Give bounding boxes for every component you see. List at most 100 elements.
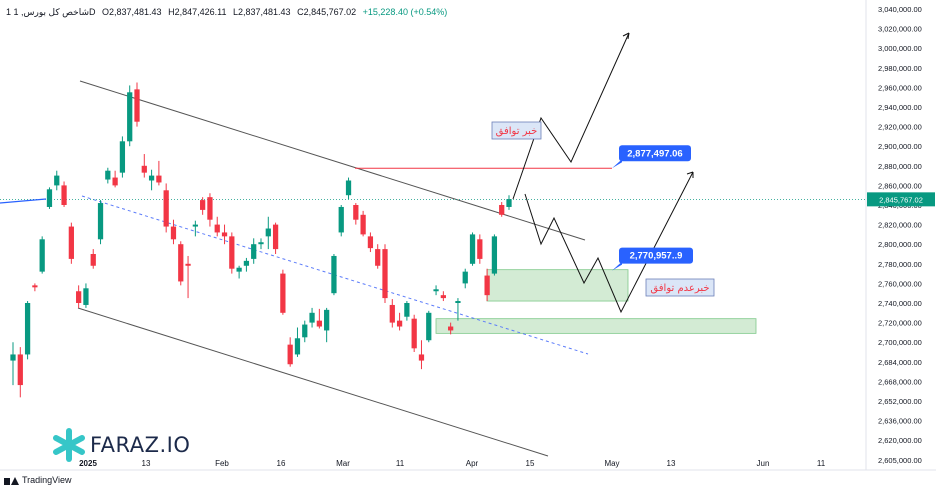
candle-down	[68, 222, 74, 264]
price-tick-label: 2,668,000.00	[878, 377, 922, 386]
demand-zone-lower	[435, 318, 757, 334]
candle-up	[265, 216, 271, 250]
candle-body	[272, 224, 279, 250]
candle-up	[294, 327, 301, 357]
time-tick-label: Feb	[215, 459, 229, 468]
price-tick-label: 2,800,000.00	[878, 240, 922, 249]
lower-news-label: خبرعدم توافق	[650, 283, 709, 294]
candle-body	[163, 190, 169, 227]
price-tick-label: 3,000,000.00	[878, 44, 922, 53]
candle-body	[112, 177, 118, 186]
candle-up	[251, 238, 257, 264]
candle-down	[17, 347, 23, 398]
tradingview-footer[interactable]: TradingView	[4, 475, 72, 485]
lower-news-box	[645, 278, 715, 297]
upper-news-box	[491, 121, 542, 140]
candle-body	[207, 197, 213, 220]
time-tick-label: Apr	[466, 459, 479, 468]
price-tick-label: 2,920,000.00	[878, 123, 922, 132]
time-tick-label: May	[604, 459, 619, 468]
support-callout	[619, 247, 693, 264]
price-tick-label: 2,760,000.00	[878, 279, 922, 288]
candle-body	[389, 304, 395, 323]
candle-up	[302, 320, 308, 343]
high-value: H2,847,426.11	[168, 7, 227, 17]
last-price-tag	[867, 192, 935, 207]
time-tick-label: 15	[526, 459, 535, 468]
candle-up	[426, 310, 432, 343]
candle-body	[309, 312, 315, 323]
candle-body	[331, 255, 337, 294]
price-axis[interactable]: 3,040,000.00 3,020,000.00 3,000,000.00 2,98…	[867, 5, 935, 465]
price-tick-label: 2,700,000.00	[878, 338, 922, 347]
candle-body	[54, 175, 60, 186]
candle-body	[506, 199, 512, 207]
candle-up	[324, 307, 330, 343]
resistance-price-label: 2,877,497.06	[627, 148, 682, 159]
candle-up	[83, 283, 89, 308]
close-value: C2,845,767.02	[297, 7, 357, 17]
price-tick-label: 2,720,000.00	[878, 319, 922, 328]
candle-body	[251, 244, 257, 259]
time-tick-label: 2025	[79, 459, 97, 468]
candle-down	[76, 285, 82, 308]
last-price-text: 2,845,767.02	[879, 195, 923, 204]
candle-down	[440, 291, 446, 302]
candle-up	[127, 85, 133, 147]
candle-down	[221, 224, 228, 245]
candle-up	[309, 307, 315, 328]
candle-down	[382, 244, 388, 303]
candle-down	[396, 312, 403, 331]
time-tick-label: 11	[817, 459, 826, 468]
candle-body	[90, 254, 96, 266]
candle-body	[316, 320, 322, 327]
candle-body	[433, 289, 439, 292]
symbol-title[interactable]: 1 شاخص کل بورس, 1D	[6, 7, 96, 17]
candle-body	[440, 295, 446, 299]
candle-body	[404, 303, 410, 317]
price-tick-label: 2,636,000.00	[878, 417, 922, 426]
candle-body	[280, 273, 286, 313]
candle-body	[426, 312, 432, 341]
candle-body	[214, 224, 220, 233]
price-tick-label: 2,860,000.00	[878, 181, 922, 190]
candle-up	[331, 254, 337, 296]
candle-down	[61, 181, 67, 207]
price-tick-label: 2,652,000.00	[878, 397, 922, 406]
candle-body	[324, 309, 330, 331]
candle-body	[411, 318, 417, 349]
candle-body	[484, 275, 490, 296]
candle-up	[105, 167, 111, 184]
price-tick-label: 2,740,000.00	[878, 299, 922, 308]
candle-down	[418, 340, 425, 370]
time-axis[interactable]: 2025 13 Feb 16 Mar 11 Apr 15 May 13 Jun 11	[79, 459, 826, 468]
bullish-arrow-head	[622, 32, 630, 40]
candle-up	[39, 236, 45, 274]
candle-up	[258, 238, 264, 250]
time-tick-label: Mar	[336, 459, 350, 468]
candle-body	[127, 92, 133, 142]
candle-down	[200, 197, 206, 215]
candle-down	[411, 314, 417, 352]
change-value: +15,228.40 (+0.54%)	[362, 7, 448, 17]
candle-down	[185, 255, 191, 299]
price-tick-label: 2,684,000.00	[878, 358, 922, 367]
price-tick-label: 3,020,000.00	[878, 25, 922, 34]
price-tick-label: 2,620,000.00	[878, 436, 922, 445]
candle-body	[338, 206, 344, 233]
candle-body	[156, 175, 162, 183]
price-grid	[0, 0, 936, 471]
candle-body	[46, 189, 53, 207]
candle-body	[221, 232, 228, 237]
candles-layer	[10, 82, 512, 398]
candle-body	[32, 285, 38, 288]
time-tick-label: 13	[667, 459, 676, 468]
ma-line-stub	[0, 198, 47, 204]
candle-body	[418, 354, 425, 361]
candle-down	[448, 322, 454, 335]
candle-up	[119, 136, 126, 178]
candle-body	[499, 205, 505, 215]
price-tick-label: 2,820,000.00	[878, 221, 922, 230]
candle-down	[272, 222, 279, 254]
